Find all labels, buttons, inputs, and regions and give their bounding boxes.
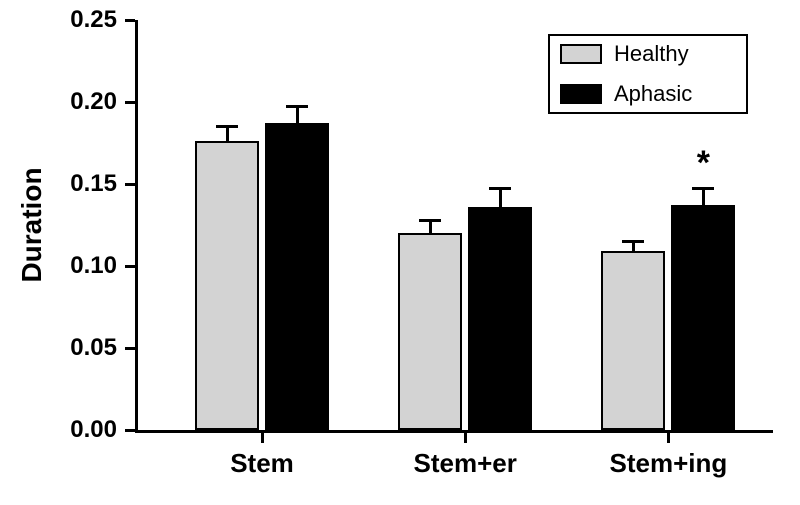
y-tick xyxy=(125,101,135,104)
x-tick-label: Stem+er xyxy=(414,448,517,479)
y-tick xyxy=(125,347,135,350)
y-tick-label: 0.25 xyxy=(0,6,117,34)
error-bar-cap xyxy=(216,125,238,128)
error-bar-stem xyxy=(296,107,299,123)
y-axis-label: Duration xyxy=(16,167,48,282)
legend-swatch xyxy=(560,84,602,104)
y-tick-label: 0.20 xyxy=(0,88,117,116)
x-tick xyxy=(667,433,670,443)
x-tick xyxy=(261,433,264,443)
error-bar-stem xyxy=(226,127,229,142)
duration-bar-chart: 0.000.050.100.150.200.25DurationStemStem… xyxy=(0,0,800,505)
significance-star: * xyxy=(697,144,710,183)
bar-healthy xyxy=(601,251,665,430)
error-bar-cap xyxy=(419,219,441,222)
y-tick-label: 0.00 xyxy=(0,416,117,444)
y-tick xyxy=(125,429,135,432)
error-bar-stem xyxy=(429,220,432,233)
bar-healthy xyxy=(195,141,259,430)
x-tick-label: Stem xyxy=(230,448,294,479)
x-axis-line xyxy=(135,430,773,433)
legend-swatch xyxy=(560,44,602,64)
bar-healthy xyxy=(398,233,462,430)
error-bar-stem xyxy=(499,189,502,207)
error-bar-cap xyxy=(692,187,714,190)
error-bar-cap xyxy=(286,105,308,108)
legend-label: Aphasic xyxy=(614,81,692,107)
y-axis-line xyxy=(135,20,138,433)
legend-label: Healthy xyxy=(614,41,689,67)
error-bar-stem xyxy=(702,189,705,205)
y-tick xyxy=(125,265,135,268)
bar-aphasic xyxy=(265,123,329,430)
error-bar-cap xyxy=(622,240,644,243)
bar-aphasic xyxy=(671,205,735,430)
x-tick xyxy=(464,433,467,443)
y-tick xyxy=(125,19,135,22)
y-tick-label: 0.05 xyxy=(0,334,117,362)
x-tick-label: Stem+ing xyxy=(610,448,728,479)
y-tick xyxy=(125,183,135,186)
bar-aphasic xyxy=(468,207,532,430)
error-bar-cap xyxy=(489,187,511,190)
